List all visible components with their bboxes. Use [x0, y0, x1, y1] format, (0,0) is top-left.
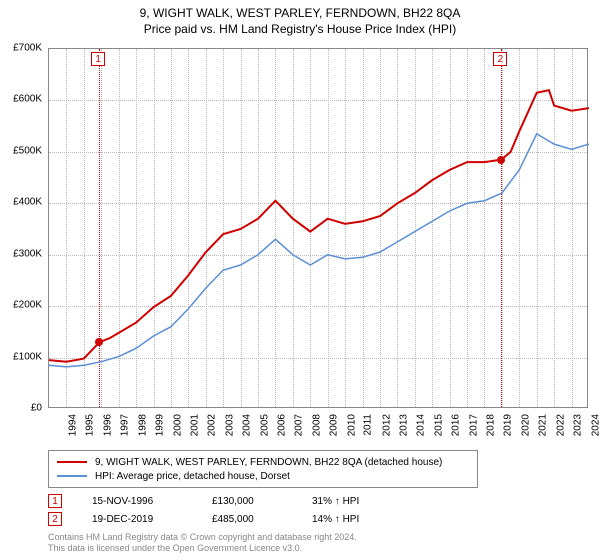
event-price: £485,000 — [212, 514, 282, 525]
y-tick-label: £400K — [13, 197, 42, 208]
x-tick-label: 2006 — [276, 414, 287, 436]
x-tick-label: 2023 — [572, 414, 583, 436]
legend-swatch — [57, 461, 87, 463]
line-series — [49, 49, 589, 409]
series-line-hpi — [49, 134, 589, 367]
x-tick-label: 2012 — [381, 414, 392, 436]
y-tick-label: £500K — [13, 145, 42, 156]
x-tick-label: 2015 — [433, 414, 444, 436]
x-tick-label: 2014 — [416, 414, 427, 436]
legend-item: 9, WIGHT WALK, WEST PARLEY, FERNDOWN, BH… — [57, 455, 469, 469]
x-tick-label: 2011 — [363, 414, 374, 436]
event-row: 2 19-DEC-2019 £485,000 14% ↑ HPI — [48, 510, 402, 528]
x-tick-label: 2013 — [398, 414, 409, 436]
legend-item: HPI: Average price, detached house, Dors… — [57, 469, 469, 483]
marker-dot — [497, 156, 505, 164]
event-marker-box: 1 — [48, 494, 62, 508]
plot-area — [48, 48, 588, 408]
legend-label: HPI: Average price, detached house, Dors… — [95, 471, 290, 482]
x-tick-label: 2000 — [172, 414, 183, 436]
legend: 9, WIGHT WALK, WEST PARLEY, FERNDOWN, BH… — [48, 450, 478, 488]
event-pct: 31% ↑ HPI — [312, 496, 402, 507]
x-tick-label: 2018 — [485, 414, 496, 436]
x-tick-label: 1994 — [67, 414, 78, 436]
page-subtitle: Price paid vs. HM Land Registry's House … — [0, 22, 600, 36]
x-tick-label: 2019 — [503, 414, 514, 436]
x-tick-label: 2002 — [207, 414, 218, 436]
x-tick-label: 2004 — [241, 414, 252, 436]
x-tick-label: 2020 — [520, 414, 531, 436]
event-row: 1 15-NOV-1996 £130,000 31% ↑ HPI — [48, 492, 402, 510]
y-tick-label: £600K — [13, 94, 42, 105]
y-tick-label: £100K — [13, 351, 42, 362]
event-table: 1 15-NOV-1996 £130,000 31% ↑ HPI 2 19-DEC-201… — [48, 492, 402, 528]
series-line-property — [49, 90, 589, 362]
legend-label: 9, WIGHT WALK, WEST PARLEY, FERNDOWN, BH… — [95, 457, 442, 468]
footer-line2: This data is licensed under the Open Gov… — [48, 543, 357, 554]
y-tick-label: £200K — [13, 300, 42, 311]
x-tick-label: 2009 — [329, 414, 340, 436]
event-date: 19-DEC-2019 — [92, 514, 182, 525]
x-tick-label: 2005 — [259, 414, 270, 436]
x-tick-label: 2021 — [538, 414, 549, 436]
x-tick-label: 1998 — [137, 414, 148, 436]
footer-line1: Contains HM Land Registry data © Crown c… — [48, 532, 357, 543]
x-tick-label: 1999 — [154, 414, 165, 436]
marker-dot — [95, 338, 103, 346]
x-tick-label: 2017 — [468, 414, 479, 436]
footer: Contains HM Land Registry data © Crown c… — [48, 532, 357, 554]
x-tick-label: 2008 — [311, 414, 322, 436]
legend-swatch — [57, 475, 87, 477]
x-tick-label: 2010 — [346, 414, 357, 436]
x-tick-label: 2022 — [555, 414, 566, 436]
chart: 12 £0£100K£200K£300K£400K£500K£600K£700K… — [48, 48, 588, 408]
x-tick-label: 2024 — [590, 414, 600, 436]
x-tick-label: 2001 — [189, 414, 200, 436]
event-price: £130,000 — [212, 496, 282, 507]
x-tick-label: 2007 — [294, 414, 305, 436]
x-tick-label: 2016 — [450, 414, 461, 436]
x-tick-label: 1997 — [120, 414, 131, 436]
x-tick-label: 1995 — [85, 414, 96, 436]
x-tick-label: 2003 — [224, 414, 235, 436]
event-pct: 14% ↑ HPI — [312, 514, 402, 525]
y-tick-label: £300K — [13, 248, 42, 259]
event-date: 15-NOV-1996 — [92, 496, 182, 507]
marker-box: 1 — [91, 52, 105, 66]
x-tick-label: 1996 — [102, 414, 113, 436]
y-tick-label: £0 — [31, 403, 42, 414]
page-title: 9, WIGHT WALK, WEST PARLEY, FERNDOWN, BH… — [0, 6, 600, 20]
marker-box: 2 — [493, 52, 507, 66]
y-tick-label: £700K — [13, 43, 42, 54]
event-marker-box: 2 — [48, 512, 62, 526]
